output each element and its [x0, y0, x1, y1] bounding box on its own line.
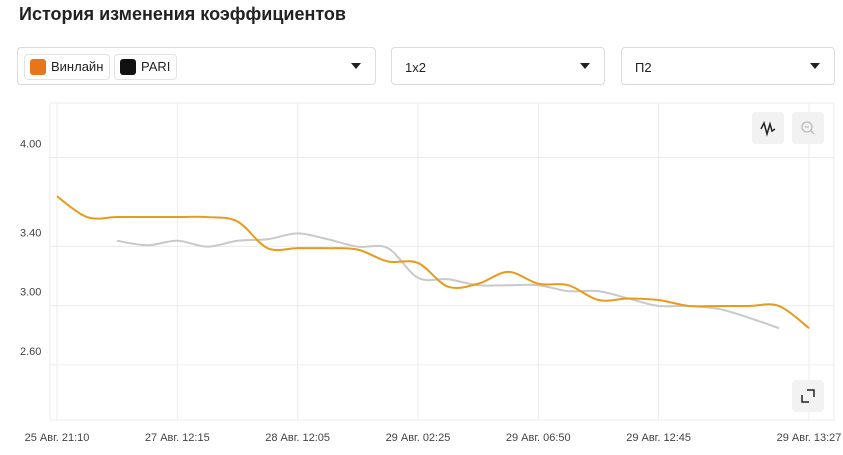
zoom-button[interactable]	[792, 112, 824, 144]
bookmaker-chip[interactable]: PARI	[114, 54, 178, 80]
bookmaker-select[interactable]: Винлайн PARI	[17, 47, 376, 85]
y-tick-label: 3.40	[20, 227, 41, 239]
bookmaker-chip[interactable]: Винлайн	[24, 54, 111, 80]
icon	[801, 121, 815, 135]
x-tick-label: 29 Авг. 13:27	[777, 432, 842, 444]
market-select[interactable]: 1х2	[391, 47, 605, 85]
legend-label: PARI	[141, 59, 171, 74]
x-tick-label: 29 Авг. 06:50	[506, 432, 571, 444]
x-tick-label: 25 Авг. 21:10	[25, 432, 90, 444]
series-line	[117, 232, 780, 330]
caret	[351, 63, 361, 69]
icon	[760, 120, 776, 137]
icon	[30, 59, 46, 75]
y-tick-label: 4.00	[20, 138, 41, 150]
y-tick-label: 2.60	[20, 346, 41, 358]
x-tick-label: 27 Авг. 12:15	[145, 432, 210, 444]
caret	[810, 63, 820, 69]
smooth-button[interactable]	[752, 112, 784, 144]
outcome-select[interactable]: П2	[621, 47, 835, 85]
legend-label: Винлайн	[51, 59, 104, 74]
caret	[580, 63, 590, 69]
icon	[801, 389, 815, 403]
x-tick-label: 28 Авг. 12:05	[265, 432, 330, 444]
page-title: История изменения коэффициентов	[19, 4, 346, 24]
y-tick-label: 3.00	[20, 287, 41, 299]
x-tick-label: 29 Авг. 12:45	[626, 432, 691, 444]
select-value: 1х2	[405, 60, 426, 75]
series-line	[56, 195, 810, 329]
plot-frame	[49, 102, 835, 421]
x-tick-label: 29 Авг. 02:25	[386, 432, 451, 444]
icon	[120, 59, 136, 75]
select-value: П2	[635, 60, 652, 75]
fullscreen-button[interactable]	[792, 380, 824, 412]
